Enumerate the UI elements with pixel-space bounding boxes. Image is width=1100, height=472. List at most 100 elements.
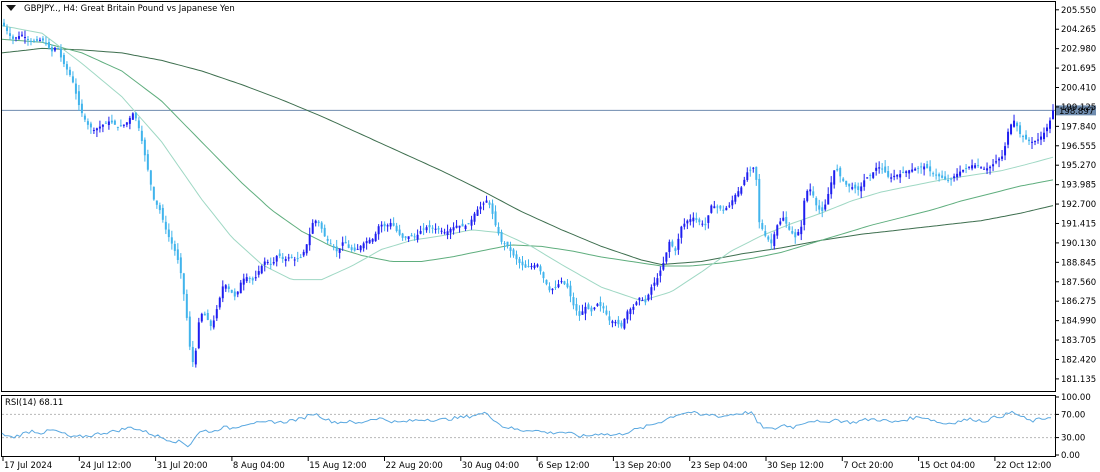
bear-candle — [185, 289, 188, 321]
bull-candle — [710, 204, 713, 214]
bear-candle — [173, 240, 176, 256]
bear-candle — [1022, 134, 1025, 143]
bull-candle — [650, 284, 653, 301]
bull-candle — [341, 236, 344, 251]
bull-candle — [596, 302, 599, 307]
bull-candle — [689, 214, 692, 226]
bear-candle — [71, 71, 74, 84]
rsi-axis[interactable]: 100.00 70.00 30.00 0.00 — [1055, 393, 1091, 461]
bear-candle — [323, 224, 326, 237]
bull-candle — [242, 273, 245, 291]
price-tick-label: 184.990 — [1061, 317, 1096, 327]
bear-candle — [527, 259, 530, 268]
bear-candle — [506, 241, 509, 249]
time-tick-label: 24 Jul 12:00 — [80, 461, 131, 471]
bear-candle — [26, 35, 29, 46]
bear-candle — [146, 149, 149, 172]
bull-candle — [746, 167, 749, 182]
bear-candle — [428, 220, 431, 234]
bull-candle — [446, 224, 449, 240]
bear-candle — [335, 239, 338, 258]
bear-candle — [491, 199, 494, 220]
bear-candle — [2, 18, 5, 27]
bull-candle — [470, 215, 473, 230]
bull-candle — [479, 201, 482, 214]
bull-candle — [386, 223, 389, 232]
bear-candle — [11, 34, 14, 45]
bull-candle — [959, 165, 962, 178]
bear-candle — [431, 225, 434, 234]
bear-candle — [617, 316, 620, 328]
bear-candle — [566, 279, 569, 289]
bear-candle — [353, 243, 356, 252]
bear-candle — [230, 289, 233, 294]
bear-candle — [188, 311, 191, 351]
bull-candle — [1031, 136, 1034, 150]
bear-candle — [947, 174, 950, 183]
bear-candle — [1016, 121, 1019, 132]
bear-candle — [719, 205, 722, 211]
bull-candle — [890, 173, 893, 183]
bull-candle — [830, 176, 833, 199]
price-tick-label: 196.555 — [1061, 142, 1096, 152]
time-axis[interactable]: 17 Jul 2024 24 Jul 12:00 31 Jul 20:00 8 Aug… — [2, 457, 1051, 471]
bear-candle — [227, 283, 230, 293]
bull-candle — [311, 219, 314, 235]
bear-candle — [65, 61, 68, 76]
bull-candle — [971, 159, 974, 171]
bull-candle — [866, 177, 869, 179]
collapse-arrow-icon[interactable] — [6, 5, 16, 11]
bear-candle — [857, 182, 860, 196]
bull-candle — [20, 31, 23, 37]
bull-candle — [215, 305, 218, 321]
bear-candle — [116, 126, 119, 131]
bear-candle — [437, 225, 440, 234]
bear-candle — [401, 232, 404, 241]
bull-candle — [896, 174, 899, 180]
bear-candle — [1019, 121, 1022, 138]
bull-candle — [293, 256, 296, 267]
time-tick-label: 22 Aug 20:00 — [386, 461, 443, 471]
bull-candle — [1004, 142, 1007, 161]
bull-candle — [683, 218, 686, 230]
bear-candle — [917, 165, 920, 174]
bull-candle — [707, 215, 710, 229]
bear-candle — [569, 280, 572, 303]
bear-candle — [32, 38, 35, 43]
rsi-tick-label: 0.00 — [1061, 451, 1080, 461]
bear-candle — [821, 201, 824, 218]
bear-candle — [929, 160, 932, 177]
bear-candle — [62, 52, 65, 68]
bear-candle — [791, 226, 794, 235]
price-tick-label: 192.700 — [1061, 200, 1096, 210]
bear-candle — [755, 166, 758, 186]
bull-candle — [194, 348, 197, 368]
price-axis[interactable]: 205.550 204.265 202.980 201.695 200.410 199.1… — [1055, 6, 1096, 385]
ma-fast-line — [1, 25, 1054, 302]
bear-candle — [179, 253, 182, 279]
bear-candle — [77, 84, 80, 111]
bear-candle — [296, 251, 299, 263]
bull-candle — [374, 231, 377, 242]
bull-candle — [623, 318, 626, 330]
bull-candle — [212, 315, 215, 330]
bull-candle — [968, 166, 971, 170]
bull-candle — [860, 182, 863, 199]
bear-candle — [8, 27, 11, 40]
bull-candle — [560, 277, 563, 284]
bull-candle — [314, 219, 317, 227]
bull-candle — [956, 168, 959, 181]
bear-candle — [383, 221, 386, 232]
price-tick-label: 200.410 — [1061, 84, 1096, 94]
bull-candle — [38, 37, 41, 42]
bull-candle — [662, 256, 665, 271]
bull-candle — [365, 237, 368, 250]
bull-candle — [584, 302, 587, 321]
bear-candle — [539, 264, 542, 275]
bull-candle — [338, 248, 341, 259]
bear-candle — [170, 230, 173, 250]
bear-candle — [500, 229, 503, 245]
bull-candle — [371, 238, 374, 244]
bear-candle — [926, 160, 929, 169]
